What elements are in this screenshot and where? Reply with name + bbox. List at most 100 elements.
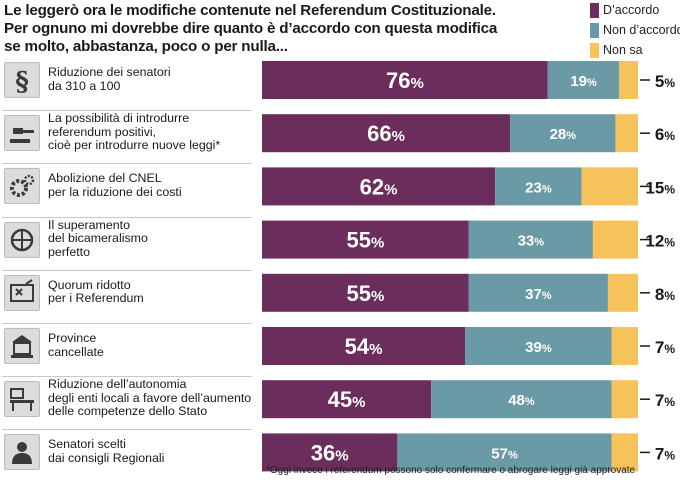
category-label-line: del bicameralismo	[48, 231, 148, 246]
legend-swatch-agree	[590, 2, 599, 18]
legend-item-agree: D’accordo	[590, 2, 680, 18]
bar-segment-dontknow	[619, 61, 638, 99]
category-label: Province cancellate	[48, 331, 258, 359]
data-label: 54%	[345, 334, 383, 359]
bar-segment-dontknow	[592, 220, 638, 259]
bar-segment-agree	[262, 61, 548, 99]
bar-segment-dontknow	[611, 327, 638, 365]
category-label: Riduzione dell’autonomia degli enti local…	[48, 378, 258, 419]
category-label: Il superamento del bicameralismo perfetto	[48, 217, 258, 260]
bar-segment-disagree	[468, 220, 593, 259]
svg-text:§: §	[15, 67, 29, 94]
data-label: 39%	[525, 339, 552, 356]
legend-label-agree: D’accordo	[603, 3, 660, 17]
data-label: 36%	[311, 440, 349, 465]
senate-icon: §	[4, 62, 40, 98]
row-divider	[2, 163, 252, 165]
row-divider	[2, 429, 252, 431]
chart-legend: D’accordo Non d’accordo Non sa	[590, 2, 680, 62]
data-label: 55%	[346, 281, 384, 306]
data-label: 37%	[525, 286, 552, 303]
category-label-line: referendum positivi,	[48, 124, 157, 139]
bar-segment-agree	[262, 114, 511, 153]
data-label: 28%	[550, 126, 577, 143]
legend-swatch-disagree	[590, 22, 599, 38]
category-label-line: per i Referendum	[48, 291, 144, 306]
category-label-line: Riduzione dei senatori	[48, 65, 171, 79]
data-label: 8%	[655, 285, 675, 304]
data-label: 33%	[518, 233, 545, 250]
bar-segment-dontknow	[581, 167, 638, 206]
legend-item-disagree: Non d’accordo	[590, 22, 680, 38]
bar-segment-agree	[262, 327, 466, 365]
gavel-icon	[4, 115, 40, 152]
data-label: 7%	[655, 444, 675, 463]
category-label-line: Riduzione dell’autonomia	[48, 377, 187, 392]
data-label: 5%	[655, 72, 675, 91]
bar-segment-disagree	[547, 61, 620, 99]
bar-segment-dontknow	[611, 433, 638, 472]
category-label-line: Senatori scelti	[48, 437, 126, 452]
category-row: Riduzione dell’autonomia degli enti local…	[0, 376, 680, 428]
data-label: 57%	[491, 445, 518, 462]
data-label: 12%	[645, 232, 675, 251]
desk-icon	[4, 381, 40, 418]
data-label: 7%	[655, 391, 675, 410]
row-divider	[2, 376, 252, 378]
bar-segment-agree	[262, 273, 469, 312]
row-divider	[2, 110, 252, 112]
bar-segment-agree	[262, 433, 398, 472]
legend-item-dontknow: Non sa	[590, 42, 680, 58]
category-label-line: La possibilità di introdurre	[48, 111, 190, 126]
category-label-line: cioè per introdurre nuove leggi*	[48, 138, 221, 153]
data-label: 19%	[570, 73, 597, 90]
row-divider	[2, 216, 252, 218]
legend-swatch-dontknow	[590, 42, 599, 58]
category-label-line: Quorum ridotto	[48, 277, 131, 292]
data-label: 55%	[346, 228, 384, 253]
ballot-icon	[4, 274, 40, 311]
bar-segment-disagree	[510, 114, 616, 153]
category-label-line: degli enti locali a favore dell’aumento	[48, 390, 252, 405]
category-label: Abolizione del CNEL per la riduzione dei …	[48, 172, 258, 199]
bar-segment-disagree	[468, 273, 608, 312]
category-label-line: dai consigli Regionali	[48, 450, 165, 465]
row-divider	[2, 323, 252, 324]
category-label-line: da 310 a 100	[48, 78, 121, 93]
category-label-line: Province	[48, 331, 97, 345]
data-label: 15%	[645, 178, 675, 197]
category-row: La possibilità di introdurre referendum p…	[0, 110, 680, 162]
bar-segment-disagree	[495, 167, 582, 206]
data-label: 23%	[525, 179, 552, 196]
category-label: Senatori scelti dai consigli Regionali	[48, 438, 258, 465]
category-row: Abolizione del CNEL per la riduzione dei …	[0, 163, 680, 215]
category-label-line: delle competenze dello Stato	[48, 404, 208, 419]
data-label: 66%	[367, 121, 405, 146]
category-label: La possibilità di introdurre referendum p…	[48, 112, 258, 153]
data-label: 45%	[328, 387, 366, 412]
title-line-1: Le leggerò ora le modifiche contenute ne…	[4, 2, 496, 19]
building-icon	[4, 328, 40, 364]
data-label: 7%	[655, 338, 675, 357]
bar-segment-disagree	[431, 380, 612, 419]
legend-label-disagree: Non d’accordo	[603, 23, 680, 37]
bar-segment-agree	[262, 220, 469, 259]
category-row: Province cancellate	[0, 323, 680, 375]
bar-segment-dontknow	[615, 114, 638, 153]
category-label-line: cancellate	[48, 344, 104, 359]
bar-segment-disagree	[465, 327, 612, 365]
bar-segment-agree	[262, 167, 496, 206]
category-row: Senatori scelti dai consigli Regionali	[0, 429, 680, 481]
category-label-line: perfetto	[48, 244, 91, 259]
title-line-2: Per ognuno mi dovrebbe dire quanto è d’a…	[4, 20, 498, 37]
category-label-line: Abolizione del CNEL	[48, 171, 162, 186]
category-label: Quorum ridotto per i Referendum	[48, 277, 258, 306]
legend-label-dontknow: Non sa	[603, 43, 643, 57]
category-row: Quorum ridotto per i Referendum	[0, 269, 680, 322]
data-label: 48%	[508, 392, 535, 409]
bar-segment-disagree	[397, 433, 612, 472]
category-label-line: Il superamento	[48, 217, 130, 232]
footnote: *Oggi invece i referendum possono solo c…	[266, 465, 636, 476]
parliament-icon	[4, 221, 40, 258]
